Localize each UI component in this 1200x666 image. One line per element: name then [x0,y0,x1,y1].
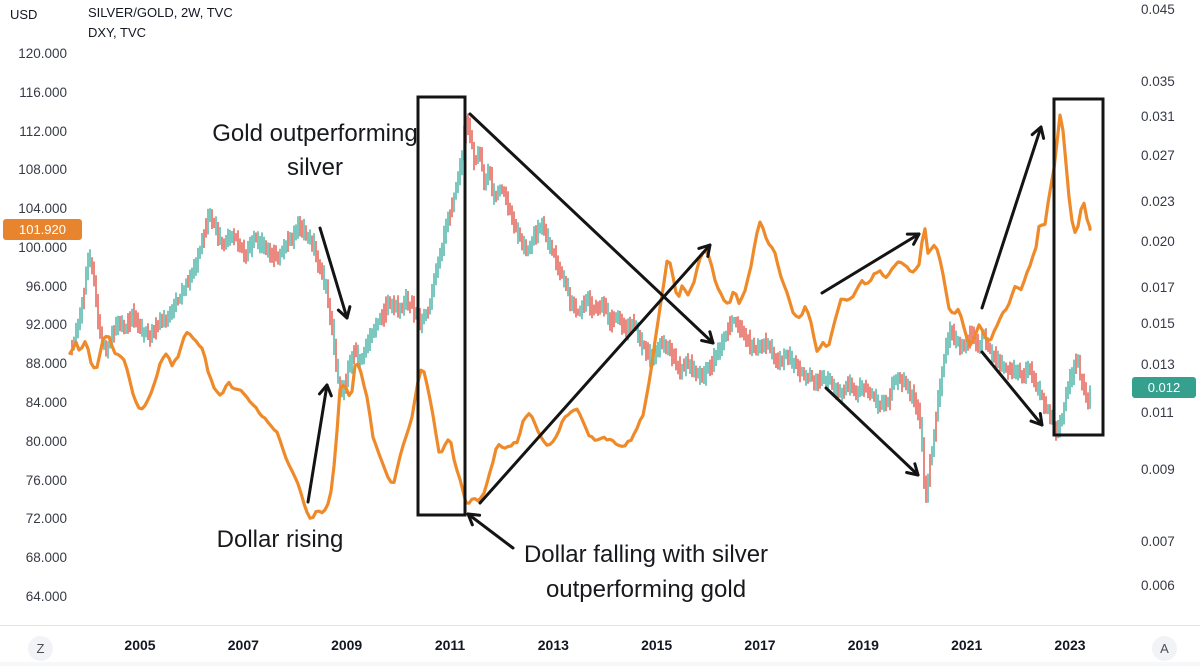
left-axis-tick-label: 104.000 [18,201,67,217]
left-axis-tick-label: 76.000 [25,472,67,488]
ratio-price-label: 0.012 [1132,377,1196,399]
dxy-line [68,113,1092,520]
right-axis-tick-label: 0.045 [1141,2,1175,18]
time-axis-tick-label: 2019 [847,637,879,653]
timezone-button[interactable]: Z [28,636,53,661]
annotation-arrow[interactable] [820,232,921,295]
annotation-shapes[interactable] [306,95,1105,550]
left-axis-tick-label: 72.000 [25,511,67,527]
left-axis-tick-label: 64.000 [25,588,67,604]
annotation-rectangle[interactable] [416,95,467,517]
right-axis-tick-label: 0.017 [1141,280,1175,296]
annotation-arrow[interactable] [306,383,333,504]
timezone-button-label: Z [36,641,45,656]
chart-legend[interactable]: SILVER/GOLD, 2W, TVC DXY, TVC [88,3,233,43]
left-axis-tick-label: 88.000 [25,356,67,372]
annotation-dollar-falling: Dollar falling with silver outperforming… [523,541,769,603]
dxy-price-value: 101.920 [19,221,66,237]
right-axis-tick-label: 0.007 [1141,533,1175,549]
time-axis-tick-label: 2005 [124,637,156,653]
time-axis-tick-label: 2017 [744,637,776,653]
auto-scale-button[interactable]: A [1152,636,1177,661]
ratio-price-value: 0.012 [1147,380,1181,396]
time-axis[interactable] [0,625,1200,666]
left-axis-tick-label: 92.000 [25,317,67,333]
right-axis-tick-label: 0.023 [1141,193,1175,209]
annotation-arrow[interactable] [466,512,515,550]
dxy-price-label: 101.920 [3,218,82,240]
right-axis-tick-label: 0.009 [1141,462,1175,478]
right-axis-tick-label: 0.020 [1141,233,1175,249]
legend-symbol-dxy[interactable]: DXY, TVC [88,25,147,40]
left-axis-tick-label: 100.000 [18,239,67,255]
time-axis-tick-label: 2023 [1054,637,1086,653]
left-axis-tick-label: 80.000 [25,433,67,449]
time-axis-tick-label: 2021 [951,637,983,653]
time-axis-tick-label: 2013 [537,637,569,653]
right-axis-tick-label: 0.011 [1141,404,1174,420]
annotation-dollar-rising: Dollar rising [216,526,344,553]
annotation-arrow[interactable] [980,350,1044,427]
annotation-arrow[interactable] [980,125,1046,310]
time-axis-tick-label: 2009 [331,637,363,653]
left-axis-tick-label: 96.000 [25,278,67,294]
annotation-arrow[interactable] [468,112,715,345]
left-axis-tick-label: 116.000 [19,84,67,100]
left-axis-tick-label: 120.000 [18,46,67,61]
time-axis-tick-label: 2011 [434,637,466,653]
right-axis-tick-label: 0.006 [1141,577,1175,593]
annotation-arrow[interactable] [478,243,712,505]
annotation-arrow[interactable] [318,226,352,320]
annotation-gold-outperforming-silver: Gold outperforming silver [212,120,418,181]
auto-scale-button-label: A [1160,641,1169,656]
right-axis-tick-label: 0.013 [1141,357,1175,373]
left-axis-tick-label: 68.000 [25,550,67,566]
right-axis-tick-label: 0.031 [1141,108,1175,124]
left-axis-tick-label: 112.000 [19,123,67,139]
right-axis-tick-label: 0.035 [1141,74,1175,89]
right-axis-tick-label: 0.015 [1141,316,1175,332]
right-axis-tick-label: 0.027 [1141,148,1175,164]
legend-symbol-silver-gold[interactable]: SILVER/GOLD, 2W, TVC [88,5,233,20]
left-axis-tick-label: 84.000 [25,395,67,411]
annotation-rectangle[interactable] [1052,97,1105,437]
time-axis-tick-label: 2015 [641,637,673,653]
currency-label: USD [10,7,38,22]
time-axis-tick-label: 2007 [227,637,259,653]
left-axis-tick-label: 108.000 [18,162,67,178]
annotation-arrow[interactable] [824,386,920,477]
